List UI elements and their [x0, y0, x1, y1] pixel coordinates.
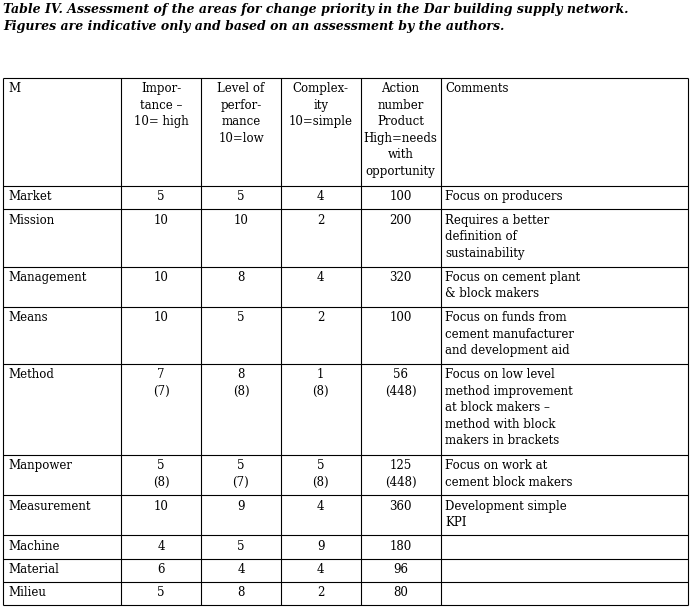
Text: Market: Market	[8, 190, 52, 204]
Text: 8: 8	[237, 271, 245, 284]
Text: 10: 10	[153, 214, 169, 227]
Text: 96: 96	[393, 563, 408, 576]
Text: Mission: Mission	[8, 214, 55, 227]
Text: 8: 8	[237, 586, 245, 599]
Text: 200: 200	[390, 214, 412, 227]
Text: Focus on work at
cement block makers: Focus on work at cement block makers	[445, 459, 573, 489]
Text: 125
(448): 125 (448)	[385, 459, 417, 489]
Text: 180: 180	[390, 540, 412, 553]
Text: 9: 9	[317, 540, 325, 553]
Text: Impor-
tance –
10= high: Impor- tance – 10= high	[134, 82, 189, 128]
Text: 4: 4	[237, 563, 245, 576]
Text: Focus on producers: Focus on producers	[445, 190, 563, 204]
Text: 8
(8): 8 (8)	[233, 368, 249, 398]
Text: Development simple
KPI: Development simple KPI	[445, 500, 567, 529]
Text: 56
(448): 56 (448)	[385, 368, 417, 398]
Text: Focus on cement plant
& block makers: Focus on cement plant & block makers	[445, 271, 580, 300]
Text: 10: 10	[153, 271, 169, 284]
Text: 100: 100	[390, 311, 412, 324]
Text: Manpower: Manpower	[8, 459, 73, 472]
Text: 5
(8): 5 (8)	[312, 459, 329, 489]
Text: 6: 6	[158, 563, 165, 576]
Text: 2: 2	[317, 214, 325, 227]
Text: Level of
perfor-
mance
10=low: Level of perfor- mance 10=low	[218, 82, 265, 145]
Text: 4: 4	[317, 563, 325, 576]
Text: Comments: Comments	[445, 82, 509, 95]
Text: Action
number
Product
High=needs
with
opportunity: Action number Product High=needs with op…	[363, 82, 437, 178]
Text: 4: 4	[317, 500, 325, 512]
Text: Focus on funds from
cement manufacturer
and development aid: Focus on funds from cement manufacturer …	[445, 311, 574, 357]
Text: 5: 5	[237, 190, 245, 204]
Text: 320: 320	[390, 271, 412, 284]
Text: 100: 100	[390, 190, 412, 204]
Text: 5: 5	[158, 190, 165, 204]
Text: Milieu: Milieu	[8, 586, 46, 599]
Text: 9: 9	[237, 500, 245, 512]
Text: Method: Method	[8, 368, 54, 381]
Text: Complex-
ity
10=simple: Complex- ity 10=simple	[289, 82, 353, 128]
Text: 4: 4	[317, 190, 325, 204]
Text: 360: 360	[389, 500, 412, 512]
Text: 10: 10	[153, 500, 169, 512]
Text: Management: Management	[8, 271, 86, 284]
Text: 2: 2	[317, 586, 325, 599]
Text: 10: 10	[153, 311, 169, 324]
Text: 4: 4	[317, 271, 325, 284]
Text: 80: 80	[393, 586, 408, 599]
Text: 5
(7): 5 (7)	[233, 459, 249, 489]
Text: Focus on low level
method improvement
at block makers –
method with block
makers: Focus on low level method improvement at…	[445, 368, 573, 447]
Text: 10: 10	[234, 214, 249, 227]
Text: 1
(8): 1 (8)	[312, 368, 329, 398]
Text: 4: 4	[158, 540, 165, 553]
Text: Table IV. Assessment of the areas for change priority in the Dar building supply: Table IV. Assessment of the areas for ch…	[3, 3, 629, 33]
Text: Means: Means	[8, 311, 48, 324]
Text: Material: Material	[8, 563, 59, 576]
Text: 2: 2	[317, 311, 325, 324]
Text: Measurement: Measurement	[8, 500, 91, 512]
Text: 5
(8): 5 (8)	[153, 459, 169, 489]
Text: 5: 5	[158, 586, 165, 599]
Text: 5: 5	[237, 311, 245, 324]
Text: M: M	[8, 82, 21, 95]
Text: 5: 5	[237, 540, 245, 553]
Text: Machine: Machine	[8, 540, 60, 553]
Text: Requires a better
definition of
sustainability: Requires a better definition of sustaina…	[445, 214, 549, 260]
Text: 7
(7): 7 (7)	[153, 368, 169, 398]
